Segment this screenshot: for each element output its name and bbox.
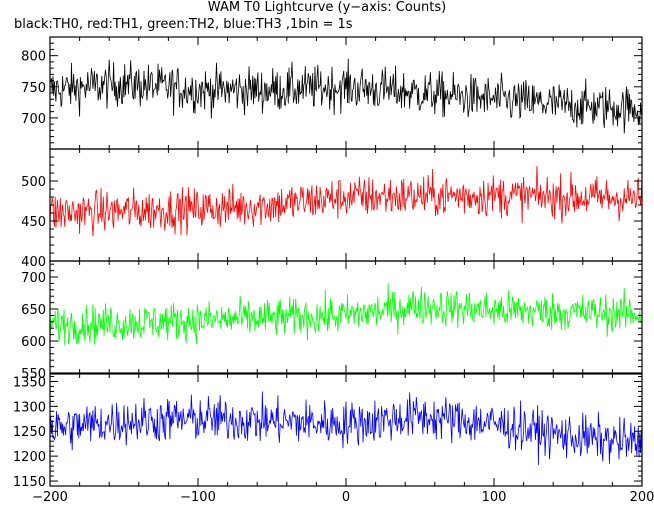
y-tick-label: 1300	[13, 400, 46, 415]
x-tick-label: 100	[482, 490, 507, 505]
y-tick-label: 1200	[13, 450, 46, 465]
y-tick-label: 1150	[13, 475, 46, 490]
series-th2-line	[50, 283, 642, 346]
chart-subtitle: black:TH0, red:TH1, green:TH2, blue:TH3 …	[14, 17, 353, 32]
y-tick-label: 1350	[13, 375, 46, 390]
y-tick-label: 500	[21, 175, 46, 190]
x-tick-label: 0	[342, 490, 350, 505]
series-th3-line	[50, 391, 642, 465]
y-tick-label: 700	[21, 271, 46, 286]
y-tick-label: 750	[21, 81, 46, 96]
y-tick-label: 800	[21, 50, 46, 65]
y-tick-label: 1250	[13, 425, 46, 440]
y-tick-label: 700	[21, 112, 46, 127]
y-tick-label: 550	[21, 367, 46, 382]
y-tick-label: 600	[21, 335, 46, 350]
y-tick-label: 450	[21, 215, 46, 230]
x-tick-label: −200	[32, 490, 68, 505]
series-th1-line	[50, 165, 642, 237]
x-tick-label: 200	[630, 490, 654, 505]
y-tick-label: 400	[21, 255, 46, 270]
y-tick-label: 650	[21, 303, 46, 318]
x-tick-label: −100	[180, 490, 216, 505]
series-th0-line	[50, 58, 642, 134]
chart-title: WAM T0 Lightcurve (y−axis: Counts)	[207, 0, 447, 15]
